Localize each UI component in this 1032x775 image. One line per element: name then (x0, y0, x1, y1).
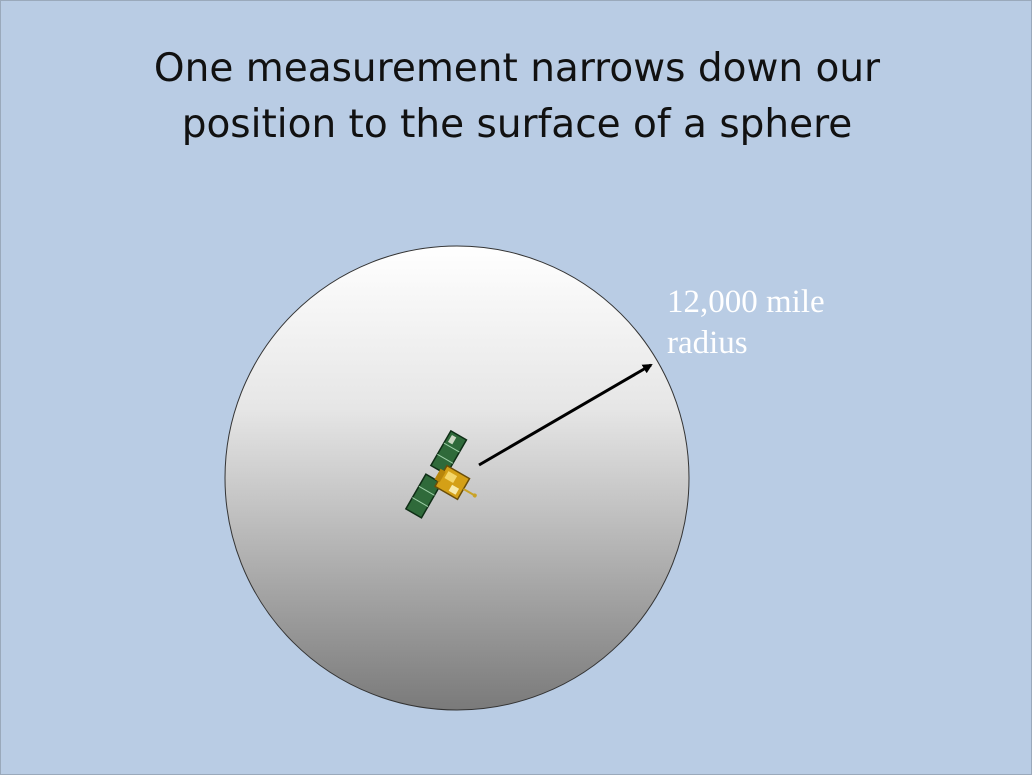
radius-label: 12,000 mile radius (667, 282, 825, 364)
radius-label-line-1: 12,000 mile (667, 284, 825, 320)
satellite-icon (404, 429, 477, 519)
radius-label-line-2: radius (667, 325, 748, 361)
slide-title-line-2: position to the surface of a sphere (181, 102, 853, 147)
slide-title-line-1: One measurement narrows down our (153, 46, 881, 91)
radius-arrow (478, 363, 653, 467)
slide-title: One measurement narrows down our positio… (1, 41, 1031, 153)
